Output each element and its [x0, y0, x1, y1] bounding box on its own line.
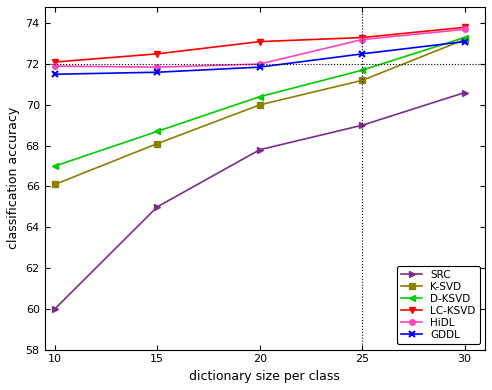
K-SVD	[257, 103, 263, 107]
Line: SRC: SRC	[52, 90, 467, 312]
K-SVD	[154, 141, 160, 146]
Line: LC-KSVD: LC-KSVD	[52, 25, 467, 65]
SRC	[359, 123, 365, 128]
GDDL	[52, 72, 58, 76]
Line: HiDL: HiDL	[52, 27, 467, 70]
SRC	[461, 90, 467, 95]
Line: GDDL: GDDL	[52, 39, 467, 77]
SRC	[52, 307, 58, 311]
K-SVD	[359, 78, 365, 83]
GDDL	[461, 39, 467, 44]
Line: D-KSVD: D-KSVD	[52, 35, 467, 169]
X-axis label: dictionary size per class: dictionary size per class	[189, 370, 340, 383]
LC-KSVD	[257, 39, 263, 44]
LC-KSVD	[154, 51, 160, 56]
D-KSVD	[257, 94, 263, 99]
GDDL	[359, 51, 365, 56]
HiDL	[461, 27, 467, 32]
LC-KSVD	[359, 35, 365, 40]
D-KSVD	[154, 129, 160, 134]
HiDL	[154, 65, 160, 69]
HiDL	[257, 62, 263, 66]
GDDL	[257, 65, 263, 69]
Line: K-SVD: K-SVD	[52, 37, 467, 187]
K-SVD	[52, 182, 58, 187]
D-KSVD	[52, 164, 58, 168]
LC-KSVD	[52, 60, 58, 64]
D-KSVD	[461, 35, 467, 40]
Y-axis label: classification accuracy: classification accuracy	[7, 107, 20, 250]
GDDL	[154, 70, 160, 74]
LC-KSVD	[461, 25, 467, 30]
HiDL	[359, 37, 365, 42]
SRC	[154, 204, 160, 209]
Legend: SRC, K-SVD, D-KSVD, LC-KSVD, HiDL, GDDL: SRC, K-SVD, D-KSVD, LC-KSVD, HiDL, GDDL	[397, 266, 480, 344]
HiDL	[52, 64, 58, 68]
SRC	[257, 147, 263, 152]
D-KSVD	[359, 68, 365, 73]
K-SVD	[461, 37, 467, 42]
